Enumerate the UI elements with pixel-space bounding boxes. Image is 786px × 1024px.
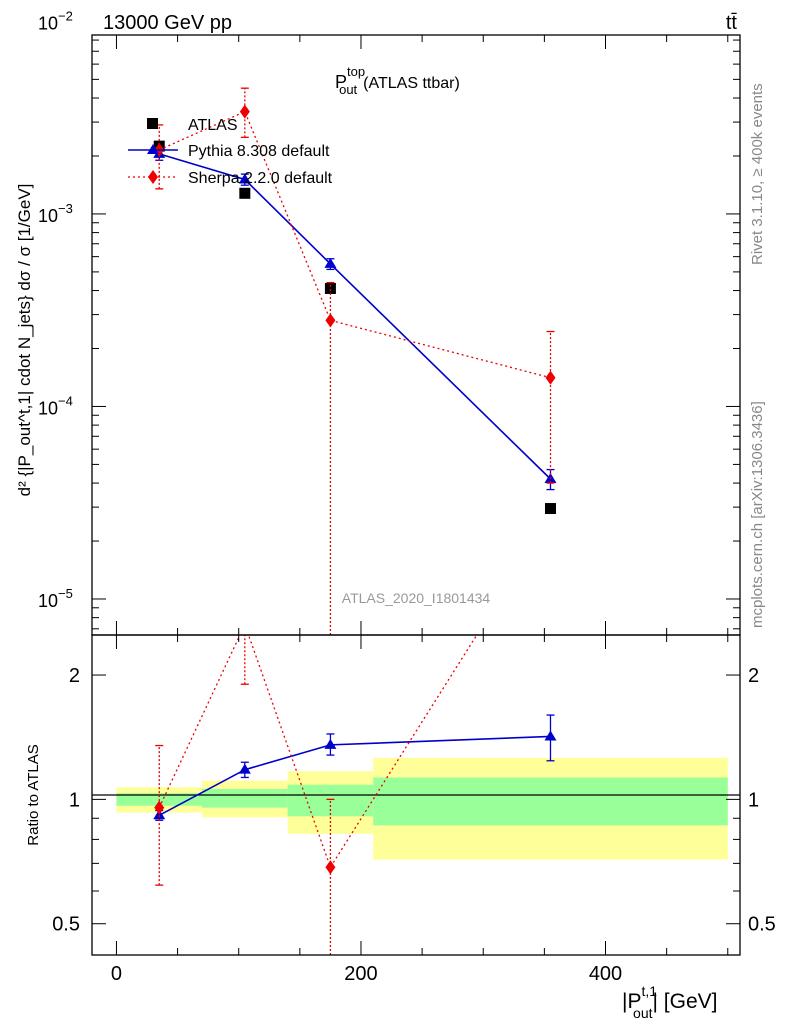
- ratio-y-tick-label-right: 2: [748, 665, 759, 687]
- ratio-bands-layer: [116, 757, 728, 860]
- plot-title-superscript: top: [347, 64, 365, 79]
- main-sherpa-point: [325, 313, 336, 328]
- rivet-version-label: Rivet 3.1.10, ≥ 400k events: [749, 83, 766, 265]
- main-sherpa-point: [545, 370, 556, 385]
- ratio-sherpa-point: [154, 800, 165, 815]
- ratio-pythia-point: [544, 730, 557, 741]
- ratio-y-tick-label-right: 1: [748, 789, 759, 811]
- ratio-sherpa-point: [240, 618, 250, 632]
- main-y-tick-label-base: 10: [38, 206, 58, 226]
- x-tick-label: 400: [589, 963, 622, 985]
- main-ylabel-text: d² {|P_out^t,1| cdot N_jets} dσ / σ [1/G…: [15, 184, 34, 497]
- ratio-series-sherpa: [154, 618, 478, 955]
- ratio-pythia-point: [238, 763, 251, 774]
- main-series-pythia: [153, 147, 557, 491]
- ratio-y-tick-label: 1: [69, 789, 80, 811]
- ratio-band-green: [287, 784, 374, 817]
- main-y-tick-label: 10−5: [38, 586, 73, 611]
- ratio-pythia-line: [158, 735, 551, 817]
- ratio-sherpa-line: [158, 635, 478, 869]
- ratio-band-green: [373, 777, 728, 826]
- main-series-layer: [153, 87, 557, 635]
- main-pythia-line: [159, 153, 552, 480]
- plot-title-subscript: out: [339, 82, 357, 97]
- main-y-tick-label: 10−4: [38, 393, 73, 418]
- x-axis-label-superscript: t,1: [641, 983, 657, 999]
- main-atlas-point: [544, 503, 556, 515]
- legend-label-pythia: Pythia 8.308 default: [188, 143, 330, 160]
- x-tick-label: 200: [344, 963, 377, 985]
- legend-label-sherpa: Sherpa 2.2.0 default: [188, 170, 333, 187]
- x-tick-label: 0: [111, 963, 122, 985]
- main-ylabel: d² {|P_out^t,1| cdot N_jets} dσ / σ [1/G…: [15, 184, 34, 497]
- process-label: tt̄: [726, 12, 738, 34]
- ratio-series-pythia: [153, 714, 557, 821]
- ratio-sherpa-point: [325, 860, 336, 875]
- main-y-tick-label-exp: −4: [58, 393, 73, 408]
- ratio-y-tick-label: 2: [69, 665, 80, 687]
- main-atlas-point: [239, 187, 251, 199]
- main-pythia-point: [324, 257, 337, 268]
- main-sherpa-point: [239, 104, 250, 119]
- main-atlas-point: [324, 282, 336, 294]
- legend-marker-sherpa: [148, 170, 158, 184]
- main-y-tick-label: 10−2: [38, 8, 73, 33]
- main-y-tick-label-base: 10: [38, 13, 58, 33]
- legend-marker-pythia: [147, 144, 159, 154]
- main-y-tick-label-exp: −3: [58, 201, 73, 216]
- main-axis-ticks: 10−210−310−410−5: [38, 8, 740, 635]
- x-axis-label: |Pt,1 out| [GeV]: [622, 983, 718, 1021]
- x-axis-label-subscript: out: [633, 1005, 653, 1021]
- plot-title-main: P: [335, 72, 347, 92]
- main-y-tick-label: 10−3: [38, 201, 73, 226]
- main-y-tick-label-exp: −5: [58, 586, 73, 601]
- main-series-sherpa: [154, 87, 556, 635]
- energy-label: 13000 GeV pp: [103, 12, 232, 34]
- ratio-panel: 0.5 0.5 1 1 2 2 0 200 400: [52, 618, 776, 985]
- ratio-y-tick-label-right: 0.5: [748, 914, 776, 936]
- main-y-tick-label-base: 10: [38, 398, 58, 418]
- mcplots-label: mcplots.cern.ch [arXiv:1306.3436]: [749, 401, 766, 628]
- ratio-panel-frame: [91, 634, 741, 956]
- ratio-ylabel: Ratio to ATLAS: [25, 744, 42, 845]
- legend-marker-atlas: [147, 118, 158, 129]
- main-y-tick-label-exp: −2: [58, 8, 73, 23]
- plot-title-suffix: (ATLAS ttbar): [363, 75, 460, 92]
- main-y-tick-label-base: 10: [38, 591, 58, 611]
- x-axis-label-suffix: | [GeV]: [653, 990, 718, 1013]
- main-pythia-point: [238, 173, 251, 184]
- legend-label-atlas: ATLAS: [188, 117, 238, 134]
- x-axis-label-main: |P: [622, 990, 641, 1013]
- analysis-id-label: ATLAS_2020_I1801434: [342, 590, 491, 606]
- main-sherpa-line: [158, 110, 551, 379]
- main-series-atlas: [153, 140, 556, 515]
- plot-title: Ptop out (ATLAS ttbar): [335, 64, 460, 97]
- legend: ATLAS Pythia 8.308 default Sherpa 2.2.0 …: [128, 117, 333, 187]
- main-panel: Ptop out (ATLAS ttbar) ATLAS_2020_I1801434…: [38, 8, 741, 636]
- ratio-series-layer: [153, 618, 557, 955]
- ratio-axis-ticks: 0.5 0.5 1 1 2 2 0 200 400: [52, 635, 776, 985]
- ratio-y-tick-label: 0.5: [52, 914, 80, 936]
- ratio-pythia-point: [324, 738, 337, 749]
- ratio-band-green: [202, 788, 288, 808]
